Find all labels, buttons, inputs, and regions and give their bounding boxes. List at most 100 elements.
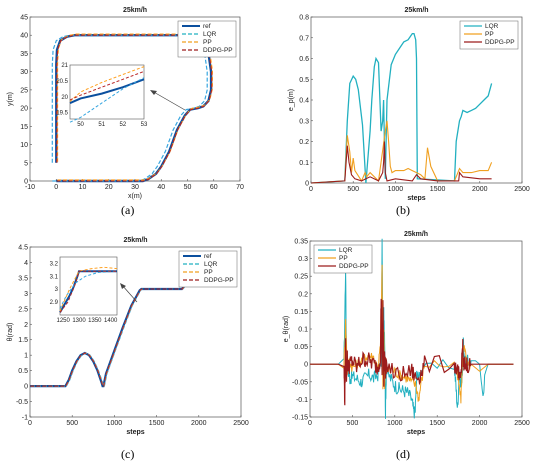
- x-tick-label: 1500: [429, 420, 445, 427]
- inset-x-tick-label: 50: [77, 122, 84, 128]
- plot-b: 0 500 1000 1500 2000 2500 0 0.1 0.2 0.3 0.4 0.5 0.6 0…: [288, 7, 530, 202]
- y-tick-label: 0.25: [294, 274, 308, 281]
- series-pp: [57, 33, 213, 181]
- inset-x-tick-label: 1250: [56, 318, 70, 324]
- y-tick-label: 0.2: [298, 291, 308, 298]
- y-tick-label: 0.4: [299, 98, 309, 105]
- y-tick-label: 45: [20, 15, 28, 22]
- x-tick-label: 20: [105, 184, 113, 191]
- inset-y-tick-label: 20.5: [56, 79, 68, 85]
- legend-box: [313, 244, 373, 274]
- chart-title: 25km/h: [123, 237, 147, 244]
- x-tick-label: 60: [210, 184, 218, 191]
- x-tick-label: 2000: [472, 420, 488, 427]
- legend-label: LQR: [485, 23, 499, 30]
- x-tick-label: 0: [308, 420, 312, 427]
- legend-label: PP: [203, 39, 212, 46]
- x-axis-label: steps: [407, 195, 425, 202]
- y-tick-label: 0.1: [298, 327, 308, 334]
- y-tick-label: 0.05: [294, 344, 308, 351]
- y-axis-label: e_θ(rad): [283, 316, 290, 342]
- caption-a: (a): [121, 203, 135, 217]
- y-tick-label: 0.35: [294, 239, 308, 246]
- chart-title: 25km/h: [123, 7, 147, 14]
- inset-y-tick-label: 19.5: [56, 111, 68, 117]
- chart-title: 25km/h: [404, 7, 428, 14]
- series-lqr: [310, 32, 493, 184]
- x-axis-label: steps: [126, 429, 144, 436]
- x-tick-label: 30: [131, 184, 139, 191]
- series-ddpg-pp: [310, 298, 514, 406]
- inset-y-tick-label: 3.2: [50, 261, 59, 267]
- y-tick-label: 0.6: [299, 56, 309, 63]
- y-tick-label: 0: [304, 362, 308, 369]
- x-tick-label: 10: [79, 184, 87, 191]
- y-tick-label: 30: [20, 69, 28, 76]
- legend-label: ref: [203, 23, 211, 30]
- series-pp: [310, 120, 493, 184]
- legend-label: ref: [204, 253, 212, 260]
- inset-ddpg: [69, 70, 145, 101]
- x-tick-label: 2000: [472, 186, 488, 193]
- x-tick-label: 0: [28, 420, 32, 427]
- y-tick-label: 0: [305, 181, 309, 188]
- zoom-arrow-head: [120, 283, 126, 289]
- inset-pp: [69, 66, 145, 102]
- x-tick-label: 1000: [388, 186, 404, 193]
- x-tick-label: 40: [157, 184, 165, 191]
- y-tick-label: 25: [20, 87, 28, 94]
- series-ddpg-pp: [30, 256, 208, 387]
- inset-y-tick-label: 2.9: [50, 300, 59, 306]
- x-tick-label: 0: [54, 184, 58, 191]
- y-tick-label: 0.5: [18, 368, 28, 375]
- y-tick-label: 0.7: [299, 35, 309, 42]
- y-tick-label: 4: [24, 260, 28, 267]
- legend-label: LQR: [204, 261, 218, 268]
- y-tick-label: 4.5: [18, 245, 28, 252]
- legend-label: PP: [204, 269, 213, 276]
- x-axis-label: steps: [407, 429, 425, 436]
- x-tick-label: 2500: [514, 420, 530, 427]
- y-tick-label: 0: [24, 179, 28, 186]
- x-tick-label: 500: [347, 420, 359, 427]
- inset-x-tick-label: 1300: [72, 318, 86, 324]
- y-tick-label: -0.1: [296, 397, 308, 404]
- caption-b: (b): [396, 203, 410, 217]
- x-tick-label: 1000: [387, 420, 403, 427]
- series-ddpg-pp: [56, 34, 213, 182]
- legend-label: DDPG-PP: [339, 263, 369, 270]
- x-tick-label: 1500: [430, 186, 446, 193]
- inset-y-tick-label: 3: [55, 287, 59, 293]
- x-tick-label: 70: [236, 184, 244, 191]
- y-tick-label: -0.15: [292, 415, 308, 422]
- inset-x-tick-label: 1400: [104, 318, 118, 324]
- x-tick-label: 500: [66, 420, 78, 427]
- inset-x-tick-label: 1350: [88, 318, 102, 324]
- y-axis-label: e_p(m): [288, 89, 295, 111]
- y-axis-label: θ(rad): [7, 323, 14, 342]
- inset-c: 1250 1300 1350 1400 2.9 3 3.1 3.2: [50, 256, 138, 324]
- x-tick-label: 1500: [149, 420, 165, 427]
- zoom-arrow: [121, 284, 138, 303]
- inset-x-tick-label: 52: [120, 122, 127, 128]
- y-tick-label: 0.3: [299, 118, 309, 125]
- inset-x-tick-label: 51: [98, 122, 105, 128]
- y-tick-label: 2.5: [18, 306, 28, 313]
- legend-label: DDPG-PP: [204, 277, 234, 284]
- y-tick-label: 0: [24, 384, 28, 391]
- y-tick-label: 0.2: [299, 139, 309, 146]
- y-tick-label: 15: [20, 124, 28, 131]
- legend-label: DDPG-PP: [485, 39, 515, 46]
- y-tick-label: 5: [24, 160, 28, 167]
- legend-label: DDPG-PP: [203, 47, 233, 54]
- y-tick-label: 3: [24, 291, 28, 298]
- y-tick-label: 20: [20, 106, 28, 113]
- inset-lqr: [69, 77, 145, 123]
- x-axis-label: x(m): [128, 193, 142, 200]
- legend-label: PP: [339, 255, 348, 262]
